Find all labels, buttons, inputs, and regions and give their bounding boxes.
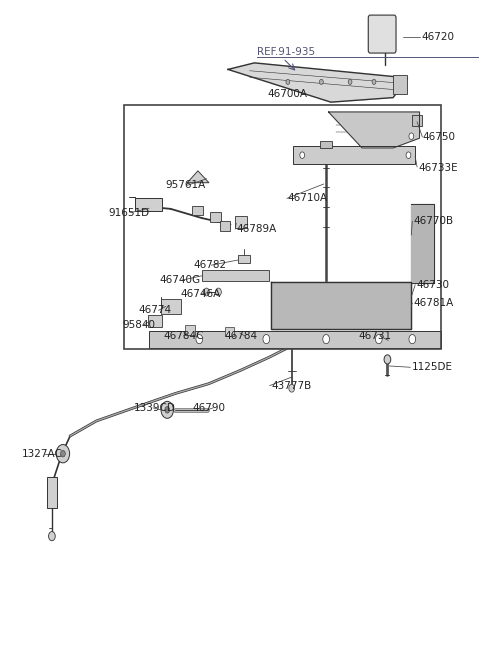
Text: 46710A: 46710A bbox=[288, 194, 328, 203]
Circle shape bbox=[323, 335, 329, 344]
Polygon shape bbox=[228, 63, 408, 102]
Circle shape bbox=[406, 152, 411, 159]
Circle shape bbox=[384, 355, 391, 364]
Text: 46770B: 46770B bbox=[413, 216, 454, 226]
FancyBboxPatch shape bbox=[368, 15, 396, 53]
Circle shape bbox=[409, 133, 414, 140]
Text: 46746A: 46746A bbox=[180, 289, 220, 299]
Text: 46784C: 46784C bbox=[163, 331, 204, 341]
Circle shape bbox=[375, 335, 382, 344]
Circle shape bbox=[161, 401, 173, 419]
Circle shape bbox=[56, 445, 70, 463]
Bar bbox=[185, 325, 194, 335]
Text: 1339CD: 1339CD bbox=[134, 403, 176, 413]
Bar bbox=[210, 212, 221, 222]
Bar bbox=[135, 198, 162, 211]
Bar bbox=[192, 205, 203, 215]
Bar bbox=[393, 75, 407, 94]
Circle shape bbox=[60, 451, 65, 457]
Circle shape bbox=[263, 335, 270, 344]
Polygon shape bbox=[411, 203, 434, 283]
Circle shape bbox=[196, 335, 203, 344]
Text: 46740G: 46740G bbox=[159, 276, 201, 285]
Bar bbox=[124, 106, 441, 349]
Text: 46790: 46790 bbox=[192, 403, 225, 413]
Circle shape bbox=[372, 79, 376, 85]
Text: REF.91-935: REF.91-935 bbox=[257, 47, 315, 57]
Circle shape bbox=[348, 79, 352, 85]
Text: 95840: 95840 bbox=[123, 320, 156, 331]
Text: 46781A: 46781A bbox=[413, 298, 454, 308]
Text: 46730: 46730 bbox=[416, 280, 449, 290]
Bar bbox=[161, 299, 181, 314]
Circle shape bbox=[165, 407, 169, 413]
Text: 46784: 46784 bbox=[225, 331, 258, 341]
Text: 91651D: 91651D bbox=[108, 208, 149, 218]
Bar bbox=[220, 221, 230, 231]
Polygon shape bbox=[187, 171, 209, 182]
Text: 46733E: 46733E bbox=[418, 163, 457, 173]
Text: 46731: 46731 bbox=[359, 331, 392, 341]
Circle shape bbox=[286, 79, 290, 85]
Bar bbox=[148, 315, 162, 327]
Circle shape bbox=[320, 79, 323, 85]
Text: 46720: 46720 bbox=[422, 31, 455, 42]
Text: 46789A: 46789A bbox=[236, 224, 276, 234]
Text: 46782: 46782 bbox=[193, 260, 226, 270]
Text: 46774: 46774 bbox=[139, 305, 172, 316]
Bar bbox=[412, 115, 422, 127]
Circle shape bbox=[216, 288, 221, 296]
Circle shape bbox=[300, 152, 305, 159]
Text: 1327AC: 1327AC bbox=[22, 449, 63, 459]
Circle shape bbox=[289, 384, 295, 392]
Bar bbox=[202, 270, 269, 281]
Bar bbox=[238, 255, 250, 262]
Bar bbox=[321, 142, 332, 148]
Bar bbox=[293, 146, 415, 165]
Bar bbox=[149, 331, 441, 348]
Text: 46700A: 46700A bbox=[268, 89, 308, 98]
Bar bbox=[235, 216, 247, 228]
Text: 46750: 46750 bbox=[423, 132, 456, 142]
Text: 43777B: 43777B bbox=[271, 380, 312, 390]
Text: 1125DE: 1125DE bbox=[411, 362, 452, 372]
Bar bbox=[225, 327, 234, 336]
Bar bbox=[47, 477, 57, 508]
Polygon shape bbox=[271, 282, 411, 329]
Circle shape bbox=[204, 288, 209, 296]
Polygon shape bbox=[328, 112, 420, 148]
Text: 95761A: 95761A bbox=[166, 180, 206, 190]
Circle shape bbox=[409, 335, 416, 344]
Circle shape bbox=[48, 531, 55, 541]
